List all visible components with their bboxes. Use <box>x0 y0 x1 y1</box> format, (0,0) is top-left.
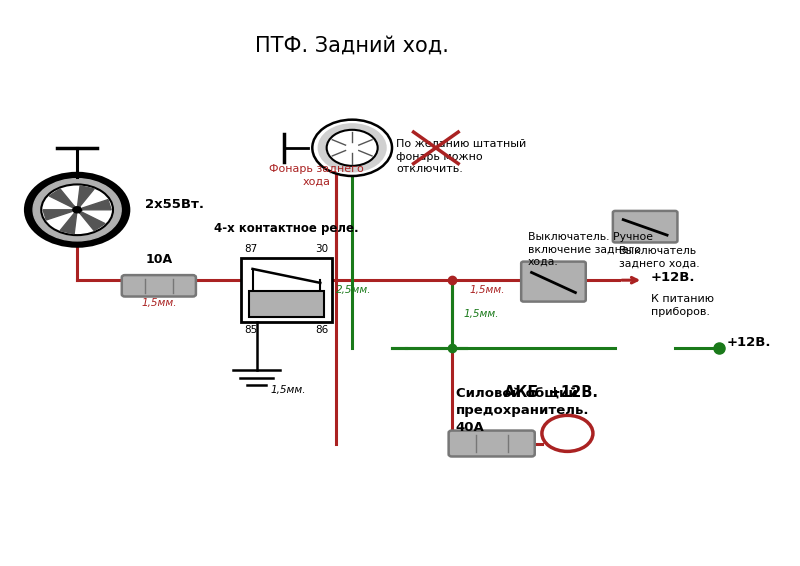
Text: К питанию
приборов.: К питанию приборов. <box>651 294 714 316</box>
Text: Силовой общий
предохранитель.
40А: Силовой общий предохранитель. 40А <box>456 388 590 434</box>
Circle shape <box>326 130 378 166</box>
Text: 2x55Вт.: 2x55Вт. <box>145 198 204 211</box>
Text: 85: 85 <box>245 324 258 335</box>
Circle shape <box>33 179 121 241</box>
Text: 1,5мм.: 1,5мм. <box>464 309 499 319</box>
Circle shape <box>318 124 386 171</box>
Text: АКБ  +12В.: АКБ +12В. <box>504 385 598 400</box>
Circle shape <box>312 119 392 176</box>
Text: 1,5мм.: 1,5мм. <box>141 298 177 307</box>
FancyBboxPatch shape <box>449 431 534 456</box>
Circle shape <box>542 415 593 452</box>
Text: 1,5мм.: 1,5мм. <box>271 385 306 395</box>
Text: Выключатель
заднего хода.: Выключатель заднего хода. <box>619 246 700 269</box>
Text: 87: 87 <box>245 244 258 254</box>
FancyBboxPatch shape <box>613 211 678 242</box>
Circle shape <box>73 207 82 213</box>
Text: По желанию штатный
фонарь можно
отключить.: По желанию штатный фонарь можно отключит… <box>396 139 526 174</box>
Text: Фонарь заднего
хода: Фонарь заднего хода <box>269 164 364 186</box>
Polygon shape <box>77 186 94 210</box>
Circle shape <box>26 173 129 246</box>
Text: 86: 86 <box>315 324 328 335</box>
Text: Выключатель. Ручное
включение заднего
хода.: Выключатель. Ручное включение заднего хо… <box>527 232 653 267</box>
Text: +12В.: +12В. <box>651 271 696 284</box>
Text: +12В.: +12В. <box>727 336 771 349</box>
Bar <box>249 291 324 317</box>
Polygon shape <box>60 210 77 234</box>
FancyBboxPatch shape <box>122 275 196 297</box>
Text: 1,5мм.: 1,5мм. <box>470 285 506 294</box>
Text: ПТФ. Задний ход.: ПТФ. Задний ход. <box>255 35 449 55</box>
Polygon shape <box>50 189 77 210</box>
Polygon shape <box>77 200 111 210</box>
Text: 4-х контактное реле.: 4-х контактное реле. <box>214 222 358 235</box>
Polygon shape <box>77 210 105 230</box>
Text: 30: 30 <box>315 244 328 254</box>
Polygon shape <box>43 210 77 220</box>
Bar <box>241 258 332 323</box>
FancyBboxPatch shape <box>521 261 586 302</box>
Circle shape <box>42 185 113 235</box>
Text: 2,5мм.: 2,5мм. <box>336 285 372 294</box>
Text: 10А: 10А <box>146 254 173 266</box>
